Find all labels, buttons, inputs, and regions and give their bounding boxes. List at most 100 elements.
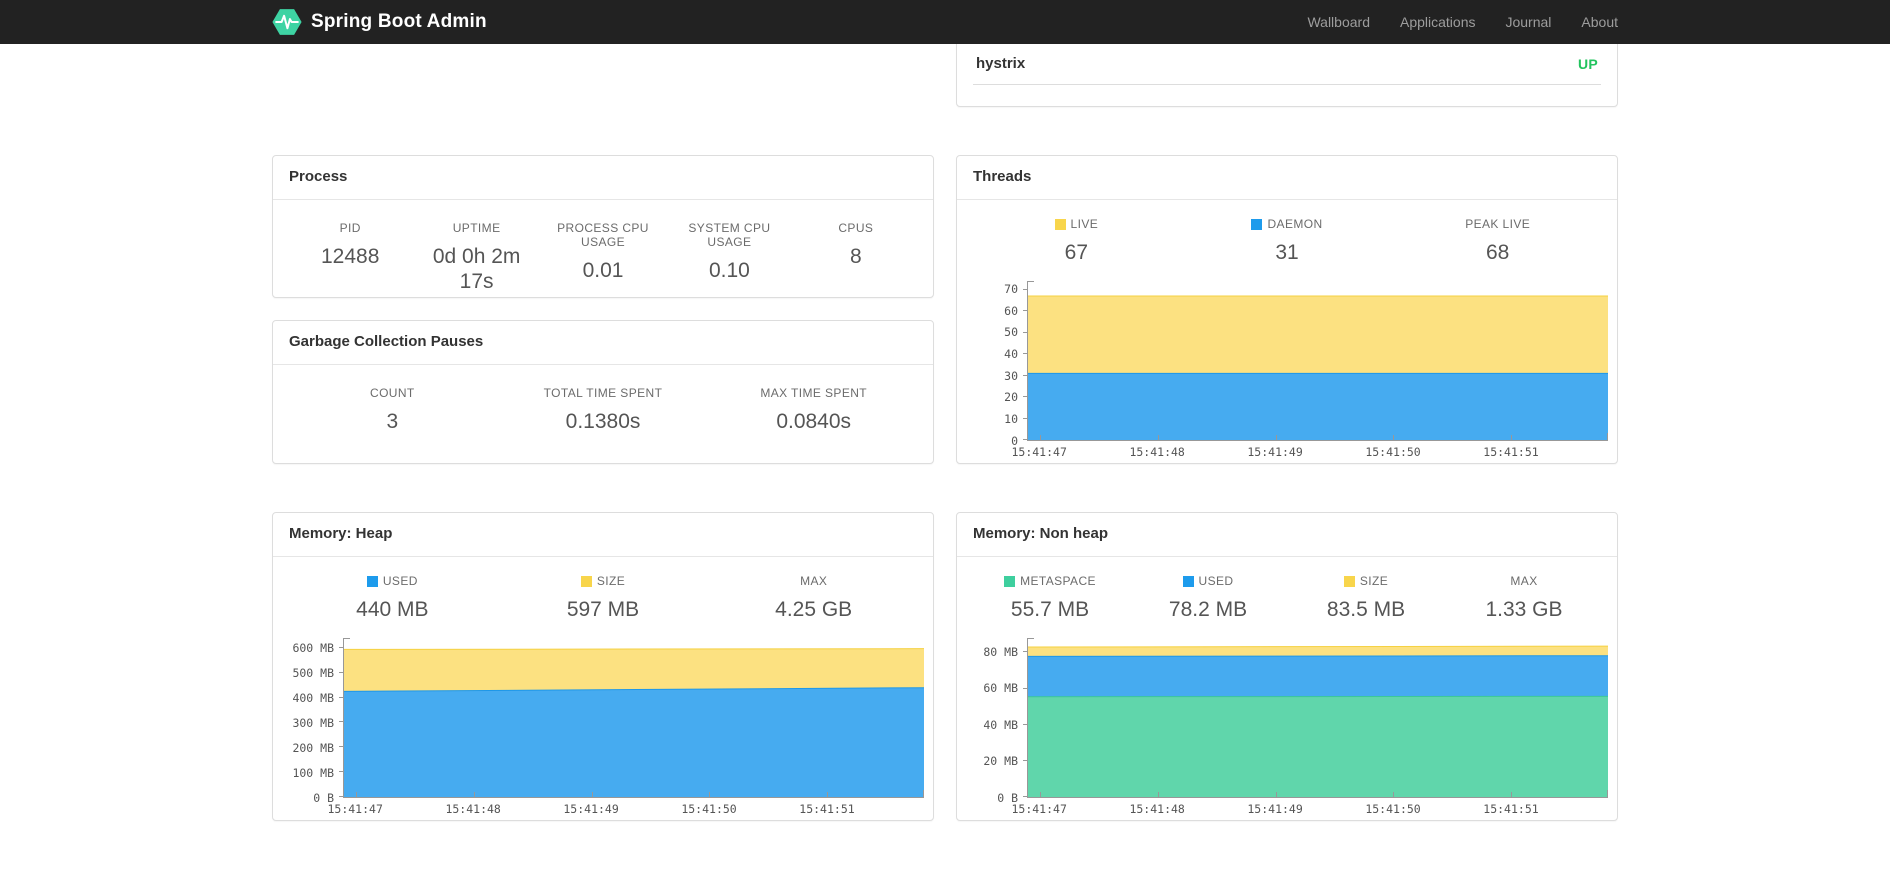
y-tick-label: 500 MB [292,665,334,680]
x-tick-mark [1511,435,1513,440]
y-tick-mark [1023,759,1027,761]
x-tick-label: 15:41:51 [799,802,855,816]
memory-heap-chart: 0 B 100 MB 200 MB 300 MB 400 MB 500 MB 600 MB … [273,638,933,819]
gc-card: Garbage Collection Pauses COUNT 3 TOTAL … [272,320,934,464]
y-tick-label: 70 [1004,281,1018,296]
stat-threads-live: LIVE 67 [971,217,1182,265]
memory-nonheap-card-title: Memory: Non heap [957,513,1617,557]
nav-item-journal[interactable]: Journal [1505,14,1552,30]
y-tick-mark [1023,353,1027,355]
stat-heap-size: SIZE 597 MB [566,574,640,621]
x-axis: 15:41:47 15:41:48 15:41:49 15:41:50 15:41:51 [327,802,924,819]
y-tick-mark [339,696,343,698]
y-tick-label: 30 [1004,368,1018,383]
nav-item-applications[interactable]: Applications [1399,14,1476,30]
stat-nonheap-used: USED 78.2 MB [1168,574,1248,621]
y-tick-mark [1023,417,1027,419]
y-tick-label: 300 MB [292,715,334,730]
y-tick-label: 200 MB [292,740,334,755]
x-tick-label: 15:41:50 [1365,802,1421,816]
size-series-swatch [1343,575,1355,587]
x-tick-label: 15:41:47 [1011,802,1067,816]
y-tick-label: 10 [1004,411,1018,426]
navbar: Spring Boot Admin Wallboard Applications… [0,0,1890,44]
navbar-inner: Spring Boot Admin Wallboard Applications… [272,0,1618,44]
y-tick-label: 100 MB [292,765,334,780]
nav-links: Wallboard Applications Journal About [1307,14,1618,30]
x-tick-mark [1275,792,1277,797]
x-tick-mark [709,792,711,797]
process-stats: PID 12488 UPTIME 0d 0h 2m 17s PROCESS CP… [273,200,933,294]
y-tick-mark [339,796,343,797]
threads-card: Threads LIVE 67 DAEMON 31 [956,155,1618,464]
used-series-swatch [366,575,378,587]
stat-nonheap-max: MAX 1.33 GB [1485,574,1563,621]
stat-cpus: CPUS 8 [838,221,874,268]
health-panel-spacer [957,85,1617,106]
x-tick-mark [1040,435,1042,440]
page-content: hystrix UP Process PID 12488 UPTIME 0d 0… [272,0,1618,821]
y-tick-mark [1023,396,1027,398]
x-tick-mark [1040,792,1042,797]
gc-stats: COUNT 3 TOTAL TIME SPENT 0.1380s MAX TIM… [273,365,933,434]
brand-link[interactable]: Spring Boot Admin [272,7,487,37]
y-tick-mark [1023,723,1027,725]
y-tick-label: 20 [1004,390,1018,405]
threads-plot-area [1023,281,1608,441]
used-series-swatch [1182,575,1194,587]
size-series-swatch [580,575,592,587]
health-row-grid: hystrix UP [272,0,1618,107]
x-tick-mark [473,792,475,797]
x-tick-label: 15:41:49 [563,802,619,816]
metaspace-series-swatch [1004,575,1016,587]
y-tick-label: 400 MB [292,690,334,705]
chart-series-areas [1028,281,1608,440]
daemon-series-swatch [1251,218,1263,230]
nav-item-wallboard[interactable]: Wallboard [1307,14,1370,30]
y-tick-label: 60 [1004,303,1018,318]
y-tick-mark [1023,310,1027,312]
stat-process-cpu-usage: PROCESS CPU USAGE 0.01 [557,221,649,282]
memory-nonheap-chart: 0 B 20 MB 40 MB 60 MB 80 MB 15:41:47 15:41:48… [957,638,1617,819]
logo-hexagon [272,9,302,35]
y-tick-label: 60 MB [983,681,1018,696]
x-tick-mark [1157,435,1159,440]
y-tick-label: 20 MB [983,753,1018,768]
nav-item-about[interactable]: About [1581,14,1618,30]
gc-card-title: Garbage Collection Pauses [273,321,933,365]
health-indicator-name: hystrix [976,55,1026,72]
spring-boot-admin-logo-icon [272,7,302,37]
x-tick-mark [1511,792,1513,797]
x-tick-mark [1275,435,1277,440]
x-axis: 15:41:47 15:41:48 15:41:49 15:41:50 15:41:51 [1011,445,1608,462]
memory-heap-card-title: Memory: Heap [273,513,933,557]
stat-system-cpu-usage: SYSTEM CPU USAGE 0.10 [688,221,771,282]
x-tick-label: 15:41:48 [1129,445,1185,459]
stat-heap-used: USED 440 MB [356,574,429,621]
y-tick-label: 0 [1011,433,1018,448]
live-series-swatch [1054,218,1066,230]
stat-gc-max-time: MAX TIME SPENT 0.0840s [760,386,868,433]
y-tick-label: 600 MB [292,640,334,655]
x-tick-label: 15:41:49 [1247,802,1303,816]
y-tick-label: 50 [1004,325,1018,340]
y-tick-mark [339,646,343,648]
status-badge: UP [1577,55,1598,72]
stat-uptime: UPTIME 0d 0h 2m 17s [432,221,521,293]
stat-pid: PID 12488 [321,221,380,268]
x-tick-label: 15:41:48 [1129,802,1185,816]
x-tick-mark [1393,792,1395,797]
process-card-title: Process [273,156,933,200]
x-tick-label: 15:41:49 [1247,445,1303,459]
y-tick-mark [1023,651,1027,653]
x-tick-label: 15:41:50 [681,802,737,816]
y-tick-mark [1023,288,1027,290]
x-tick-mark [591,792,593,797]
y-tick-mark [1023,796,1027,797]
stat-nonheap-size: SIZE 83.5 MB [1326,574,1406,621]
metrics-grid-bottom: Memory: Heap USED 440 MB SIZE 597 MB [272,512,1618,821]
y-tick-mark [339,771,343,773]
x-axis: 15:41:47 15:41:48 15:41:49 15:41:50 15:41:51 [1011,802,1608,819]
metrics-grid-top: Process PID 12488 UPTIME 0d 0h 2m 17s PR… [272,155,1618,464]
x-tick-mark [1393,435,1395,440]
